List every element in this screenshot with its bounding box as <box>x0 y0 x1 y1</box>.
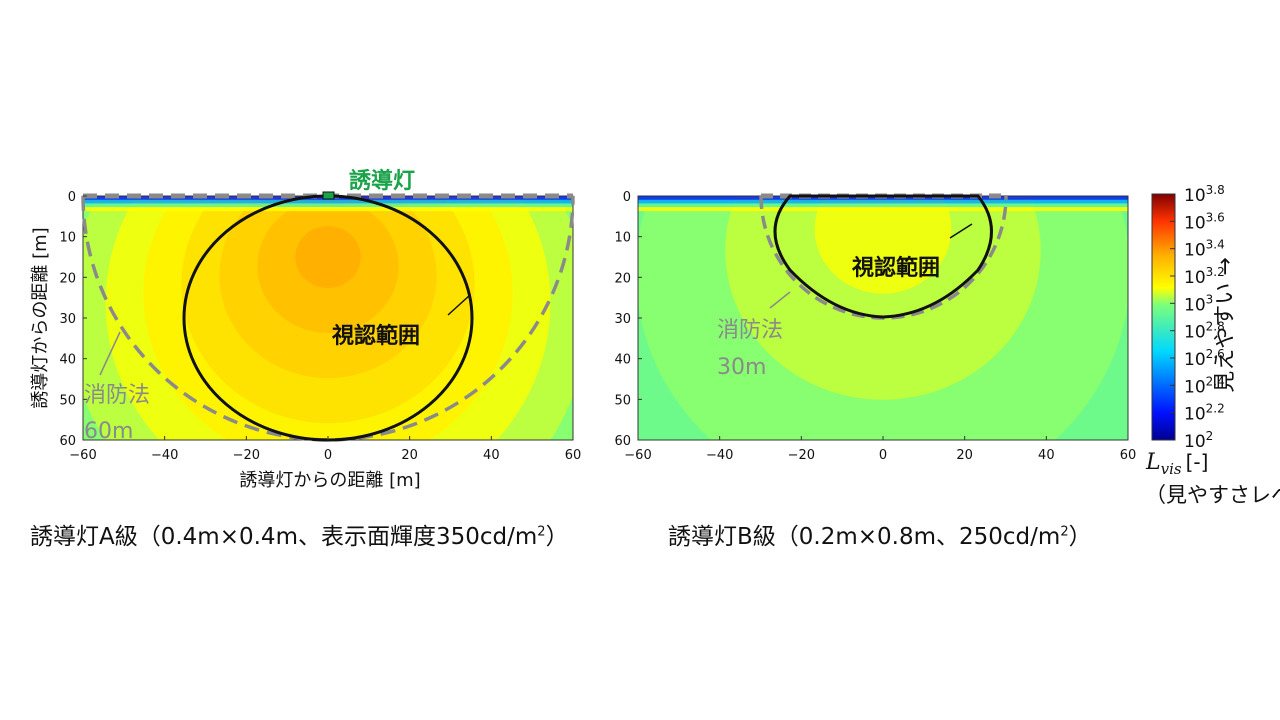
heatmap-band-1-19 <box>725 196 1041 400</box>
y-tick-label-1-6: 60 <box>614 434 631 449</box>
y-tick-label-0-6: 60 <box>59 434 76 449</box>
x-tick-label-1-1: −40 <box>706 448 733 463</box>
x-tick-label-0-1: −40 <box>151 448 178 463</box>
heatmap-fringe-1-2 <box>638 203 1128 208</box>
colorbar-side-label: 見えやすい → <box>1213 257 1238 392</box>
colorbar-tick-label-4: 103 <box>1184 292 1213 315</box>
colorbar-tick-label-2: 103.4 <box>1184 238 1225 261</box>
law-range-leader-a <box>99 331 121 376</box>
y-tick-label-0-2: 20 <box>59 271 76 286</box>
law-range-boundary-a <box>81 195 575 442</box>
colorbar-tick-label-3: 103.2 <box>1184 265 1225 288</box>
colorbar-caption: （見やすさレベル） <box>1145 483 1280 507</box>
x-tick-label-1-2: −20 <box>788 448 815 463</box>
caption-a-sup: 2 <box>537 524 546 540</box>
chart-b: 視認範囲 消防法 30m −60 −40 −20 0 20 40 60 0 10 20 30 40 50… <box>614 190 1136 463</box>
heatmap-band-1-20 <box>814 196 952 294</box>
colorbar-tick-label-8: 102.2 <box>1184 402 1225 425</box>
visible-range-label-a: 視認範囲 <box>332 323 420 349</box>
axes-b: −60 −40 −20 0 20 40 60 0 10 20 30 40 50 60 <box>614 190 1136 463</box>
law-radius-label-a: 60m <box>84 419 133 444</box>
y-tick-label-1-3: 30 <box>614 312 631 327</box>
x-tick-label-1-5: 40 <box>1038 448 1055 463</box>
y-tick-label-0-5: 50 <box>59 393 76 408</box>
colorbar-tick-label-5: 102.8 <box>1184 320 1225 343</box>
x-tick-label-0-0: −60 <box>69 448 96 463</box>
caption-b-text: 誘導灯B級（0.2m×0.8m、250cd/m <box>668 524 1061 550</box>
visible-range-label-b: 視認範囲 <box>852 255 940 281</box>
heatmap-a <box>83 196 573 440</box>
heatmap-fringe-1-1 <box>638 199 1128 204</box>
x-tick-label-1-0: −60 <box>624 448 651 463</box>
colorbar-tick-label-0: 103.8 <box>1184 183 1225 206</box>
x-tick-label-0-4: 20 <box>401 448 418 463</box>
y-tick-label-1-0: 0 <box>623 190 631 205</box>
heatmap-fringe-0-2 <box>83 203 573 208</box>
caption-a: 誘導灯A級（0.4m×0.4m、表示面輝度350cd/m2） <box>30 517 569 551</box>
y-tick-label-0-1: 10 <box>59 231 76 246</box>
caption-b-close: ） <box>1068 524 1092 550</box>
x-tick-label-1-3: 0 <box>879 448 887 463</box>
axes-a: −60 −40 −20 0 20 40 60 0 10 20 30 40 50 60 <box>59 190 581 463</box>
caption-b-sup: 2 <box>1060 524 1069 540</box>
x-tick-label-0-3: 0 <box>324 448 332 463</box>
x-tick-label-0-2: −20 <box>233 448 260 463</box>
heatmap-layer-0 <box>83 196 573 440</box>
colorbar-label: Lvis [-] <box>1145 450 1208 478</box>
x-tick-label-0-6: 60 <box>565 448 582 463</box>
caption-b: 誘導灯B級（0.2m×0.8m、250cd/m2） <box>668 517 1092 551</box>
caption-a-close: ） <box>545 524 569 550</box>
y-tick-label-0-4: 40 <box>59 353 76 368</box>
chart-a: 誘導灯 視認範囲 消防法 60m −60 −40 −20 0 20 40 60 0 10 20 30… <box>30 168 581 491</box>
visible-range-leader-b <box>949 223 973 239</box>
colorbar-label-symbol: L <box>1145 450 1161 475</box>
law-label-a: 消防法 <box>84 383 150 408</box>
law-range-leader-b <box>769 291 791 309</box>
x-tick-label-1-6: 60 <box>1120 448 1137 463</box>
y-tick-label-1-4: 40 <box>614 353 631 368</box>
caption-a-text: 誘導灯A級（0.4m×0.4m、表示面輝度350cd/m <box>30 524 538 550</box>
fixture-label: 誘導灯 <box>349 168 415 194</box>
colorbar-tick-label-7: 102.4 <box>1184 374 1225 397</box>
y-tick-label-1-5: 50 <box>614 393 631 408</box>
colorbar-tick-label-9: 102 <box>1184 429 1213 452</box>
heatmap-fringe-1-3 <box>638 206 1128 212</box>
x-tick-label-1-4: 20 <box>956 448 973 463</box>
heatmap-fringe-0-1 <box>83 199 573 204</box>
heatmap-band-0-25 <box>295 226 361 288</box>
colorbar-gradient <box>1151 193 1176 441</box>
heatmap-fringe-0-3 <box>83 206 573 212</box>
fixture-marker <box>322 191 335 200</box>
visible-range-leader-a <box>447 294 471 316</box>
colorbar: 103.8 103.6 103.4 103.2 103 102.8 102.6 102.4 10… <box>1145 183 1280 507</box>
x-axis-label: 誘導灯からの距離 [m] <box>239 470 420 491</box>
colorbar-ticks: 103.8 103.6 103.4 103.2 103 102.8 102.6 102.4 10… <box>1170 183 1225 452</box>
y-tick-label-0-0: 0 <box>68 190 76 205</box>
law-radius-label-b: 30m <box>717 355 766 380</box>
visible-range-contour-b <box>773 194 993 319</box>
y-tick-label-1-1: 10 <box>614 231 631 246</box>
y-axis-label: 誘導灯からの距離 [m] <box>30 227 51 408</box>
colorbar-tick-label-6: 102.6 <box>1184 347 1225 370</box>
colorbar-tick-label-1: 103.6 <box>1184 210 1225 233</box>
y-tick-label-1-2: 20 <box>614 271 631 286</box>
colorbar-label-unit: [-] <box>1186 450 1209 474</box>
colorbar-label-subscript: vis <box>1161 460 1182 478</box>
x-tick-label-0-5: 40 <box>483 448 500 463</box>
law-label-b: 消防法 <box>717 318 783 343</box>
y-tick-label-0-3: 30 <box>59 312 76 327</box>
